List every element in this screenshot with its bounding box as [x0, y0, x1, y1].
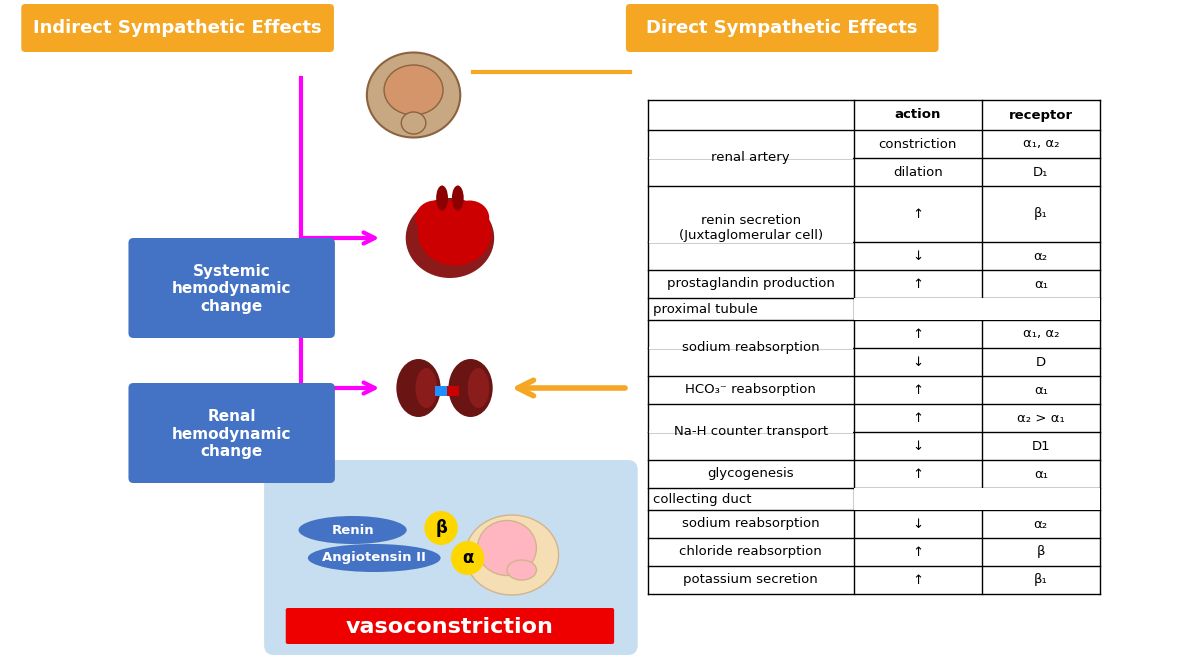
- Bar: [648, 157, 853, 159]
- Text: Indirect Sympathetic Effects: Indirect Sympathetic Effects: [34, 19, 322, 37]
- Text: receptor: receptor: [1009, 109, 1073, 121]
- Text: sodium reabsorption: sodium reabsorption: [682, 517, 819, 531]
- Text: Renin: Renin: [331, 523, 374, 537]
- Ellipse shape: [437, 186, 448, 210]
- Ellipse shape: [405, 198, 494, 278]
- Text: glycogenesis: glycogenesis: [707, 468, 794, 480]
- Ellipse shape: [449, 359, 493, 417]
- Text: proximal tubule: proximal tubule: [653, 302, 758, 316]
- Text: ↑: ↑: [912, 384, 924, 396]
- Bar: [648, 347, 853, 349]
- Ellipse shape: [396, 359, 440, 417]
- Ellipse shape: [415, 368, 437, 408]
- Ellipse shape: [415, 200, 455, 236]
- Text: α₂ > α₁: α₂ > α₁: [1017, 412, 1065, 424]
- Text: vasoconstriction: vasoconstriction: [346, 617, 553, 637]
- Text: ↓: ↓: [912, 356, 924, 368]
- Ellipse shape: [468, 368, 490, 408]
- Text: α₁: α₁: [1033, 278, 1048, 290]
- Text: α₁: α₁: [1033, 468, 1048, 480]
- FancyBboxPatch shape: [626, 4, 938, 52]
- Text: α₁, α₂: α₁, α₂: [1023, 328, 1059, 340]
- Text: β₁: β₁: [1033, 573, 1048, 587]
- Bar: [648, 431, 853, 433]
- Circle shape: [451, 541, 485, 575]
- Ellipse shape: [466, 515, 558, 595]
- Text: ↑: ↑: [912, 328, 924, 340]
- Text: ↓: ↓: [912, 250, 924, 262]
- FancyBboxPatch shape: [129, 383, 334, 483]
- Text: ↑: ↑: [912, 468, 924, 480]
- Ellipse shape: [417, 200, 492, 266]
- Bar: [854, 488, 1100, 510]
- Text: Systemic
hemodynamic
change: Systemic hemodynamic change: [172, 264, 291, 314]
- FancyBboxPatch shape: [265, 460, 638, 655]
- Ellipse shape: [452, 186, 463, 210]
- Ellipse shape: [384, 65, 443, 115]
- Circle shape: [425, 511, 458, 545]
- Text: collecting duct: collecting duct: [653, 492, 752, 505]
- Text: Angiotensin II: Angiotensin II: [322, 551, 426, 565]
- Text: chloride reabsorption: chloride reabsorption: [680, 545, 822, 559]
- Text: ↑: ↑: [912, 412, 924, 424]
- FancyBboxPatch shape: [22, 4, 334, 52]
- Bar: [448, 386, 458, 396]
- Text: ↑: ↑: [912, 278, 924, 290]
- FancyBboxPatch shape: [129, 238, 334, 338]
- Text: β: β: [1037, 545, 1045, 559]
- Ellipse shape: [402, 112, 426, 134]
- Text: renin secretion
(Juxtaglomerular cell): renin secretion (Juxtaglomerular cell): [678, 214, 823, 242]
- Text: β: β: [435, 519, 448, 537]
- Text: α₁, α₂: α₁, α₂: [1023, 137, 1059, 151]
- FancyBboxPatch shape: [286, 608, 614, 644]
- Text: constriction: constriction: [878, 137, 958, 151]
- Text: action: action: [895, 109, 941, 121]
- Text: prostaglandin production: prostaglandin production: [666, 278, 835, 290]
- Text: α₁: α₁: [1033, 384, 1048, 396]
- Text: α₂: α₂: [1033, 250, 1048, 262]
- Bar: [648, 241, 853, 243]
- Ellipse shape: [367, 53, 461, 137]
- Text: β₁: β₁: [1033, 208, 1048, 220]
- Text: D: D: [1036, 356, 1045, 368]
- Text: renal artery: renal artery: [711, 151, 790, 165]
- Bar: [854, 298, 1100, 320]
- Ellipse shape: [450, 200, 490, 236]
- Text: Renal
hemodynamic
change: Renal hemodynamic change: [172, 409, 291, 459]
- Text: potassium secretion: potassium secretion: [683, 573, 818, 587]
- Ellipse shape: [308, 544, 440, 572]
- Ellipse shape: [478, 521, 537, 575]
- Text: ↑: ↑: [912, 573, 924, 587]
- Text: sodium reabsorption: sodium reabsorption: [682, 342, 819, 354]
- Text: ↑: ↑: [912, 208, 924, 220]
- Text: ↓: ↓: [912, 517, 924, 531]
- Text: Na-H counter transport: Na-H counter transport: [674, 426, 828, 438]
- Text: HCO₃⁻ reabsorption: HCO₃⁻ reabsorption: [686, 384, 816, 396]
- Text: D1: D1: [1031, 440, 1050, 452]
- Ellipse shape: [506, 560, 537, 580]
- Text: D₁: D₁: [1033, 165, 1049, 178]
- Text: α: α: [462, 549, 473, 567]
- Text: α₂: α₂: [1033, 517, 1048, 531]
- Text: dilation: dilation: [893, 165, 943, 178]
- Bar: [435, 386, 448, 396]
- Ellipse shape: [298, 516, 407, 544]
- Text: ↑: ↑: [912, 545, 924, 559]
- Text: Direct Sympathetic Effects: Direct Sympathetic Effects: [646, 19, 918, 37]
- Text: ↓: ↓: [912, 440, 924, 452]
